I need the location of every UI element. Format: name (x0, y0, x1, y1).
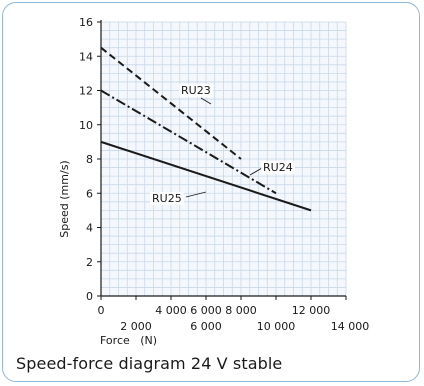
x-tick-label-upper: 0 (98, 304, 105, 317)
x-tick-label-lower: 2 000 (120, 320, 152, 333)
series-line-ru23 (100, 46, 242, 160)
y-tick-label: 4 (86, 222, 93, 235)
y-tick-label: 8 (86, 153, 93, 166)
series-label-ru24: RU24 (263, 161, 293, 174)
x-axis-ticks: 0 4 000 6 000 8 000 12 000 2 000 6 000 10 000 14… (98, 296, 370, 333)
x-tick-label-upper: 8 000 (225, 304, 257, 317)
x-tick-label-upper: 4 000 (155, 304, 187, 317)
x-axis-label: Force (N) (100, 334, 157, 347)
x-tick-label-upper: 6 000 (190, 304, 222, 317)
series-line-ru25 (100, 140, 312, 212)
series-line-ru24 (100, 89, 277, 195)
y-axis-label: Speed (mm/s) (58, 160, 71, 237)
series-label-background (261, 161, 295, 174)
leader-line-ru24 (249, 167, 263, 176)
x-tick-label-lower: 10 000 (257, 320, 296, 333)
y-tick-label: 2 (86, 256, 93, 269)
chart-series (100, 46, 312, 212)
chart-grid (100, 21, 347, 297)
series-label-background (150, 192, 184, 205)
series-label-ru25: RU25 (152, 192, 182, 205)
x-tick-label-lower: 14 000 (331, 320, 370, 333)
y-tick-label: 10 (79, 119, 93, 132)
chart-caption: Speed-force diagram 24 V stable (16, 354, 283, 373)
y-tick-label: 0 (86, 290, 93, 303)
series-labels: RU23 RU24 RU25 (150, 84, 295, 205)
chart-axes (100, 20, 346, 297)
series-label-ru23: RU23 (181, 84, 211, 97)
y-tick-label: 14 (79, 50, 93, 63)
x-tick-label-lower: 6 000 (190, 320, 222, 333)
y-tick-label: 16 (79, 16, 93, 29)
leader-line-ru23 (200, 97, 212, 105)
series-label-background (179, 84, 213, 97)
leader-line-ru25 (185, 191, 207, 198)
y-axis-ticks: 0 2 4 6 8 10 12 14 16 (79, 16, 101, 303)
y-tick-label: 6 (86, 187, 93, 200)
x-tick-label-upper: 12 000 (292, 304, 331, 317)
y-tick-label: 12 (79, 85, 93, 98)
